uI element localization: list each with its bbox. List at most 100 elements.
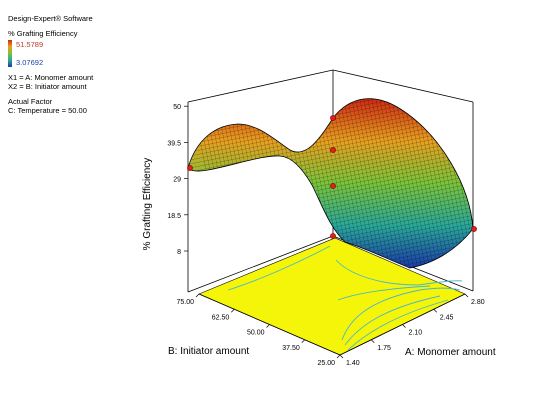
legend-min: 3.07692 (16, 58, 44, 67)
mesh-line (247, 98, 289, 268)
mesh-line (255, 98, 297, 268)
floor-back-left (187, 235, 334, 293)
x-tick-mark (339, 354, 344, 359)
contour-line (337, 285, 431, 301)
y-tick-mark (266, 324, 270, 328)
software-label: Design-Expert® Software (8, 14, 93, 23)
mesh-line (463, 98, 473, 268)
mesh-line (367, 98, 409, 268)
mesh-line (243, 98, 285, 268)
mesh-line (459, 98, 473, 268)
mesh-line (335, 98, 377, 268)
x-tick-label: 2.45 (440, 314, 454, 321)
mesh-line (371, 98, 413, 268)
mesh-line (331, 98, 373, 268)
mesh-line (455, 98, 473, 268)
mesh-line (347, 98, 389, 268)
x-tick-mark (464, 293, 469, 298)
info-panel: Design-Expert® Software % Grafting Effic… (8, 14, 93, 115)
mesh-line (399, 98, 441, 268)
x-tick-mark (433, 309, 437, 313)
mesh-line (211, 98, 253, 268)
z-axis: 8 18.5 29 39.5 50 (167, 104, 188, 256)
x-tick-mark (371, 339, 375, 343)
actual-factor-title: Actual Factor (8, 97, 53, 106)
a-axis-line (339, 293, 466, 356)
z-axis-title: % Grafting Efficiency (142, 158, 153, 251)
actual-factor: C: Temperature = 50.00 (8, 106, 87, 115)
z-tick-label: 8 (177, 249, 181, 256)
mesh-line (359, 98, 401, 268)
y-tick-label: 37.50 (282, 345, 300, 352)
mesh-line (188, 98, 229, 268)
y-axis-title: B: Initiator amount (168, 346, 249, 357)
design-point (330, 147, 336, 153)
mesh-line (223, 98, 265, 268)
top-left-edge (187, 69, 334, 103)
mesh-line (215, 98, 257, 268)
mesh-line (188, 237, 473, 268)
factor-x1: X1 = A: Monomer amount (8, 73, 94, 82)
mesh-line (259, 98, 301, 268)
x-tick-mark (402, 324, 406, 328)
y-tick-mark (301, 339, 305, 343)
mesh-line (343, 98, 385, 268)
y-tick-label: 62.50 (212, 314, 230, 321)
mesh-line (471, 98, 473, 268)
mesh-line (267, 98, 309, 268)
response-label: % Grafting Efficiency (8, 29, 78, 38)
mesh-line (263, 98, 305, 268)
y-tick-label: 75.00 (176, 299, 194, 306)
y-tick-label: 25.00 (317, 360, 335, 367)
factor-x2: X2 = B: Initiator amount (8, 82, 87, 91)
mesh-line (351, 98, 393, 268)
x-tick-label: 2.80 (471, 299, 485, 306)
mesh-line (191, 98, 233, 268)
contour-line (227, 245, 331, 291)
mesh-line (199, 98, 241, 268)
mesh-line (395, 98, 437, 268)
mesh-line (383, 98, 425, 268)
mesh-line (207, 98, 249, 268)
mesh-line (188, 249, 473, 268)
mesh-line (391, 98, 433, 268)
response-legend: 51.5789 3.07692 (8, 40, 93, 67)
mesh-line (188, 98, 473, 131)
contour-line (344, 295, 441, 346)
y-tick-mark (231, 309, 235, 313)
x-tick-label: 1.40 (346, 360, 360, 367)
z-tick-label: 29 (173, 177, 181, 184)
legend-max: 51.5789 (16, 40, 44, 49)
mesh-line (339, 98, 381, 268)
y-tick-mark (336, 354, 341, 359)
design-point (330, 115, 336, 121)
design-point (471, 226, 477, 232)
z-tick-label: 50 (173, 104, 181, 111)
mesh-line (251, 98, 293, 268)
mesh-line (188, 241, 473, 268)
mesh-line (195, 98, 237, 268)
mesh-line (379, 98, 421, 268)
design-point (330, 183, 336, 189)
mesh-line (239, 98, 281, 268)
surface-mesh (187, 98, 474, 269)
y-tick-label: 50.00 (247, 330, 265, 337)
floor-contours (227, 245, 463, 351)
mesh-line (375, 98, 417, 268)
colorbar (8, 40, 12, 67)
z-tick-label: 39.5 (167, 140, 181, 147)
mesh-line (227, 98, 269, 268)
contour-line (347, 299, 449, 351)
b-axis-line (198, 293, 341, 356)
mesh-line (231, 98, 273, 268)
mesh-line (355, 98, 397, 268)
mesh-line (387, 98, 429, 268)
y-tick-mark (195, 293, 200, 298)
x-tick-label: 1.75 (377, 345, 391, 352)
y-axis: 25.00 37.50 50.00 62.50 75.00 (176, 293, 341, 367)
top-right-edge (332, 69, 474, 103)
mesh-line (219, 98, 261, 268)
x-tick-label: 2.10 (409, 330, 423, 337)
mesh-line (203, 98, 245, 268)
